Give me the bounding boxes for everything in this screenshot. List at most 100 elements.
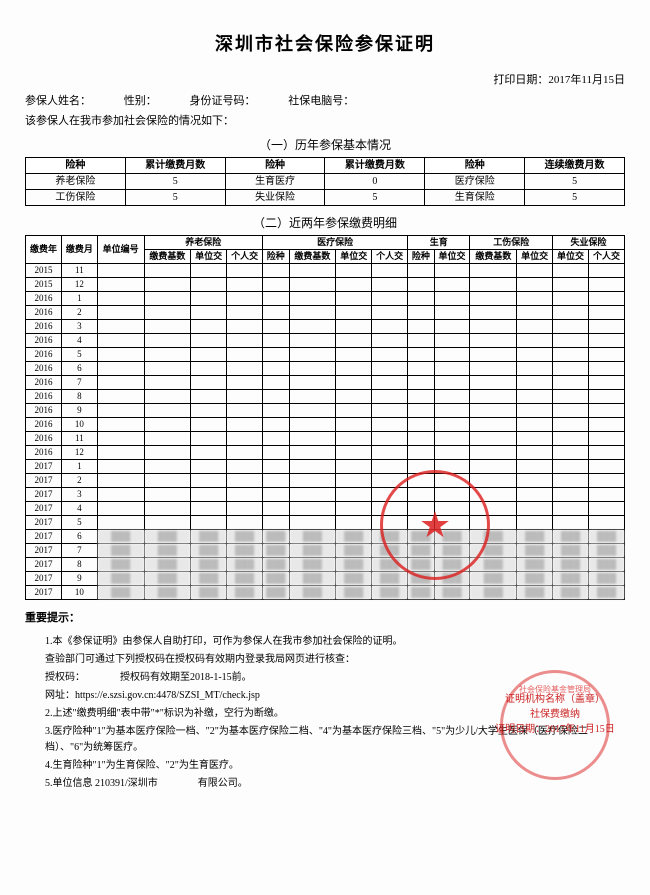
cell bbox=[144, 292, 191, 306]
cell bbox=[263, 488, 289, 502]
cell bbox=[289, 418, 336, 432]
cell bbox=[336, 418, 372, 432]
cell: ███ bbox=[408, 572, 434, 586]
cell bbox=[144, 446, 191, 460]
cell bbox=[372, 320, 408, 334]
cell bbox=[263, 362, 289, 376]
cell: 9 bbox=[61, 572, 97, 586]
cell bbox=[263, 348, 289, 362]
cell: ███ bbox=[289, 558, 336, 572]
cell: ███ bbox=[553, 544, 589, 558]
cell bbox=[372, 516, 408, 530]
cell bbox=[408, 404, 434, 418]
cell bbox=[97, 320, 144, 334]
cell bbox=[97, 292, 144, 306]
cell bbox=[372, 292, 408, 306]
cell bbox=[97, 264, 144, 278]
cell bbox=[144, 418, 191, 432]
cell bbox=[289, 404, 336, 418]
cell bbox=[336, 348, 372, 362]
cell bbox=[517, 488, 553, 502]
cell bbox=[553, 264, 589, 278]
table-row: 20176███████████████████████████████████… bbox=[26, 530, 625, 544]
cell bbox=[144, 516, 191, 530]
table-row: 201511 bbox=[26, 264, 625, 278]
cell: 6 bbox=[61, 362, 97, 376]
cell bbox=[227, 488, 263, 502]
cell: ███ bbox=[97, 586, 144, 600]
print-date-label: 打印日期： bbox=[493, 74, 548, 86]
cell bbox=[191, 376, 227, 390]
cell bbox=[191, 432, 227, 446]
cell: ███ bbox=[434, 530, 470, 544]
cell bbox=[372, 278, 408, 292]
cell bbox=[144, 460, 191, 474]
cell: ███ bbox=[336, 558, 372, 572]
cell: ███ bbox=[372, 530, 408, 544]
cell bbox=[263, 292, 289, 306]
cell bbox=[191, 334, 227, 348]
cell bbox=[408, 278, 434, 292]
cell: 5 bbox=[61, 516, 97, 530]
cell: ███ bbox=[517, 558, 553, 572]
table-row: 20172 bbox=[26, 474, 625, 488]
cell bbox=[289, 348, 336, 362]
cell bbox=[553, 502, 589, 516]
cell: ███ bbox=[589, 530, 625, 544]
detail-header: 单位交 bbox=[336, 250, 372, 264]
cell bbox=[336, 362, 372, 376]
cell bbox=[589, 516, 625, 530]
table-row: 20175 bbox=[26, 516, 625, 530]
cell: ███ bbox=[227, 530, 263, 544]
cell bbox=[227, 348, 263, 362]
cell bbox=[408, 432, 434, 446]
cell bbox=[470, 348, 517, 362]
cell bbox=[227, 404, 263, 418]
cell bbox=[408, 264, 434, 278]
cell bbox=[434, 278, 470, 292]
cell bbox=[336, 376, 372, 390]
cell: ███ bbox=[289, 530, 336, 544]
cell: 2017 bbox=[26, 530, 62, 544]
cell bbox=[553, 292, 589, 306]
cell: ███ bbox=[227, 558, 263, 572]
cell: ███ bbox=[191, 558, 227, 572]
cell bbox=[97, 306, 144, 320]
cell: ███ bbox=[553, 572, 589, 586]
cell bbox=[336, 264, 372, 278]
cell bbox=[408, 446, 434, 460]
cell bbox=[553, 488, 589, 502]
cell bbox=[470, 320, 517, 334]
cell: ███ bbox=[589, 558, 625, 572]
cell bbox=[589, 390, 625, 404]
cell bbox=[434, 320, 470, 334]
cell bbox=[517, 348, 553, 362]
cell bbox=[144, 502, 191, 516]
cell bbox=[408, 306, 434, 320]
cell: 11 bbox=[61, 432, 97, 446]
cell bbox=[191, 404, 227, 418]
cell: ███ bbox=[191, 544, 227, 558]
cell bbox=[263, 264, 289, 278]
table-row: 20178███████████████████████████████████… bbox=[26, 558, 625, 572]
cell bbox=[408, 502, 434, 516]
cell: ███ bbox=[589, 544, 625, 558]
cell: 4 bbox=[61, 334, 97, 348]
cell bbox=[408, 376, 434, 390]
cell bbox=[263, 404, 289, 418]
cell: 生育医疗 bbox=[225, 174, 325, 190]
cell: ███ bbox=[289, 586, 336, 600]
detail-group-header: 医疗保险 bbox=[263, 236, 408, 250]
cell: ███ bbox=[589, 586, 625, 600]
cell bbox=[336, 474, 372, 488]
cell bbox=[97, 488, 144, 502]
table-row: 20173 bbox=[26, 488, 625, 502]
cell: 2017 bbox=[26, 558, 62, 572]
cell: 2017 bbox=[26, 516, 62, 530]
cell bbox=[289, 320, 336, 334]
cell bbox=[517, 474, 553, 488]
cell bbox=[191, 488, 227, 502]
computer-label: 社保电脑号： bbox=[288, 92, 354, 108]
cell: ███ bbox=[589, 572, 625, 586]
table-row: 201710██████████████████████████████████… bbox=[26, 586, 625, 600]
